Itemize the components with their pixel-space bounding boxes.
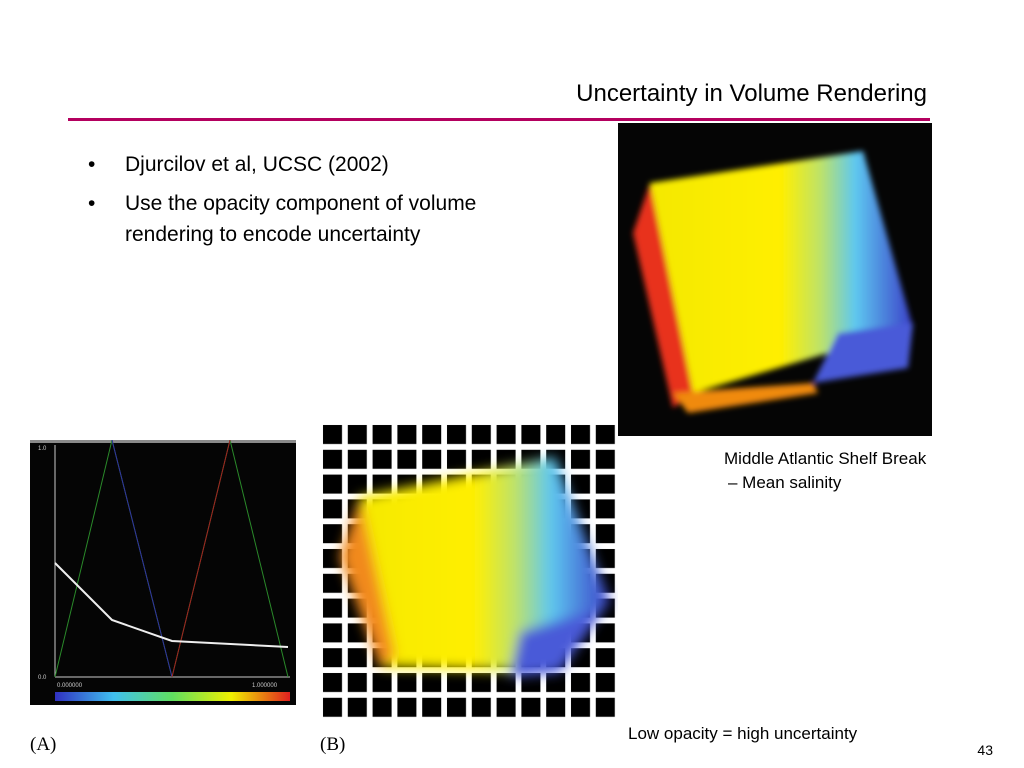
transfer-function-image: 1.0 0.0 0.000000 1.000000: [30, 440, 296, 705]
page-number: 43: [977, 742, 993, 758]
y-tick-label: 0.0: [38, 675, 47, 681]
slide-title: Uncertainty in Volume Rendering: [576, 80, 927, 107]
bullet-text: Use the opacity component of volume rend…: [125, 192, 477, 246]
y-tick-label: 1.0: [38, 446, 47, 452]
volume-image: [618, 123, 932, 436]
note: Low opacity = high uncertainty: [628, 724, 858, 743]
x-tick-label: 0.000000: [57, 683, 83, 689]
title-rule: [68, 118, 930, 121]
opacity-image: [320, 422, 618, 721]
figure-caption: Middle Atlantic Shelf Break: [724, 449, 927, 468]
panel-label: (A): [30, 734, 57, 755]
x-tick-label: 1.000000: [252, 683, 278, 689]
figure-caption: – Mean salinity: [728, 473, 842, 492]
bullet-text: Djurcilov et al, UCSC (2002): [125, 153, 389, 176]
panel-label: (B): [320, 734, 346, 755]
